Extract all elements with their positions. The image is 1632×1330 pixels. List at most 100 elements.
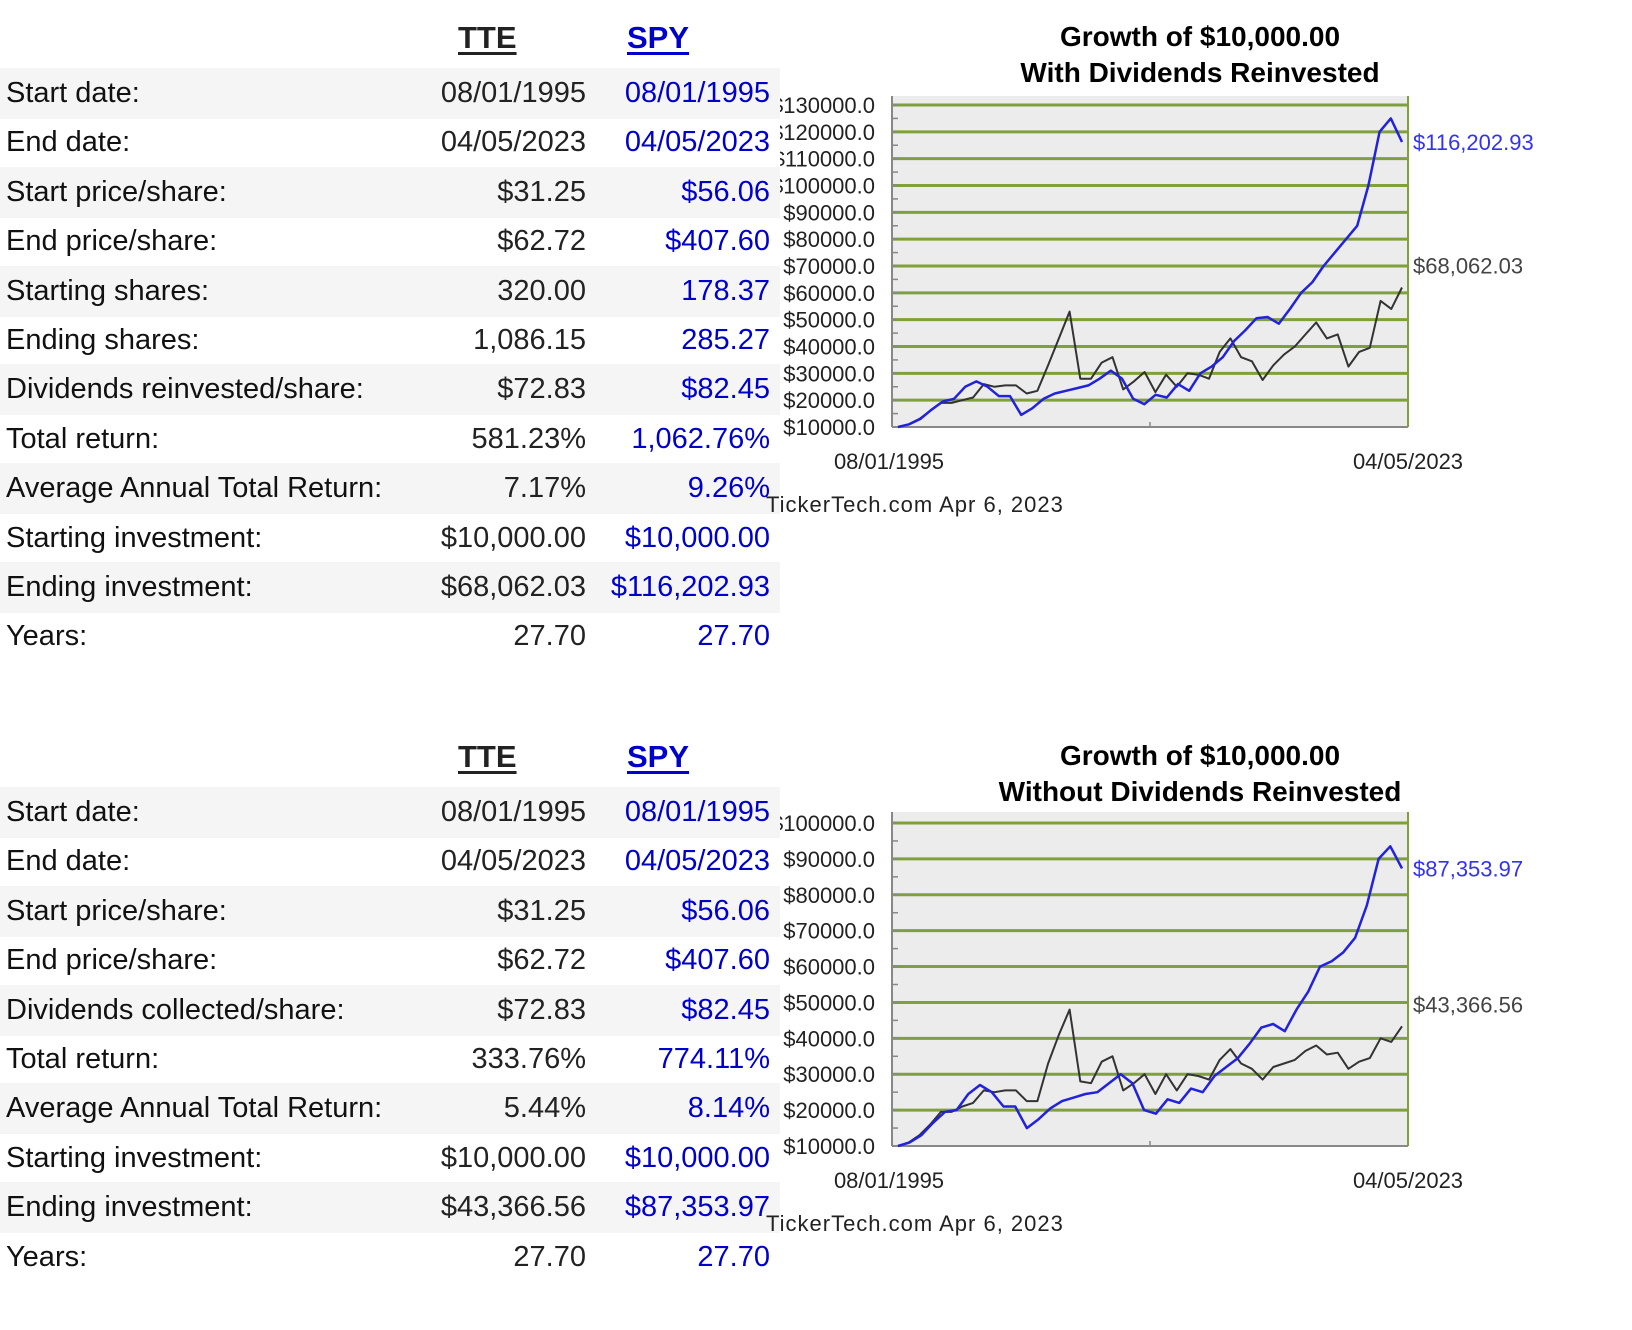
spy-value: 9.26% <box>687 472 770 505</box>
tte-value: $72.83 <box>497 373 586 406</box>
y-tick-label: $20000.0 <box>783 388 875 413</box>
table-row: Ending investment: $68,062.03 $116,202.93 <box>0 562 780 613</box>
series-line-spy <box>897 117 1404 429</box>
table-row: Ending shares: 1,086.15 285.27 <box>0 315 780 366</box>
spy-value: 08/01/1995 <box>624 796 770 828</box>
y-tick-label: $120000.0 <box>780 120 875 145</box>
table-row: End price/share: $62.72 $407.60 <box>0 216 780 267</box>
series-line-spy <box>897 845 1404 1148</box>
table-row: Dividends reinvested/share: $72.83 $82.45 <box>0 364 780 416</box>
y-tick-label: $80000.0 <box>783 883 875 908</box>
table-row: Starting investment: $10,000.00 $10,000.00 <box>0 1133 780 1184</box>
table-row: Starting investment: $10,000.00 $10,000.00 <box>0 513 780 564</box>
spy-value: $56.06 <box>681 175 770 208</box>
tte-column-header[interactable]: TTE <box>458 739 517 774</box>
x-tick-label: 08/01/1995 <box>834 1168 944 1193</box>
row-label: Start date: <box>6 77 140 109</box>
spy-value: $10,000.00 <box>624 521 770 554</box>
row-label: Starting shares: <box>6 274 210 307</box>
row-label: Ending investment: <box>6 1191 253 1224</box>
tte-value: 320.00 <box>497 274 586 307</box>
table-row: Starting shares: 320.00 178.37 <box>0 265 780 317</box>
chart-without-dividends: Growth of $10,000.00 Without Dividends R… <box>766 719 1632 1259</box>
row-label: Dividends collected/share: <box>6 993 345 1026</box>
tte-value: $10,000.00 <box>440 521 586 554</box>
tte-value: $10,000.00 <box>440 1141 586 1174</box>
row-label: Years: <box>6 620 88 653</box>
series-line-tte <box>897 287 1403 428</box>
row-label: End price/share: <box>6 225 218 258</box>
row-label: Start date: <box>6 796 140 828</box>
table-row: Years: 27.70 27.70 <box>0 611 780 662</box>
y-tick-label: $10000.0 <box>783 1134 875 1159</box>
tte-value: 27.70 <box>513 620 586 653</box>
chart-svg: $130000.0$120000.0$110000.0$100000.0$900… <box>780 93 1534 474</box>
end-value-label-tte: $68,062.03 <box>1413 253 1523 278</box>
spy-value: $116,202.93 <box>610 571 770 603</box>
x-tick-label: 04/05/2023 <box>1353 1168 1463 1193</box>
row-label: Average Annual Total Return: <box>6 1092 383 1125</box>
table-row: Start date: 08/01/1995 08/01/1995 <box>0 68 780 119</box>
y-tick-label: $130000.0 <box>780 93 875 118</box>
row-label: Years: <box>6 1240 88 1273</box>
tte-value: 581.23% <box>471 422 587 455</box>
row-label: Ending shares: <box>6 324 200 356</box>
tte-value: 1,086.15 <box>473 324 586 356</box>
tte-value: 04/05/2023 <box>440 126 586 159</box>
row-label: Total return: <box>6 422 160 455</box>
tte-column-header[interactable]: TTE <box>458 20 517 55</box>
y-tick-label: $80000.0 <box>783 227 875 252</box>
table-row: Years: 27.70 27.70 <box>0 1232 780 1283</box>
table-row: End date: 04/05/2023 04/05/2023 <box>0 117 780 168</box>
tte-value: $72.83 <box>497 993 586 1026</box>
tte-value: $43,366.56 <box>440 1191 586 1224</box>
y-tick-label: $60000.0 <box>783 955 875 980</box>
spy-value: $87,353.97 <box>624 1191 770 1224</box>
spy-column-header[interactable]: SPY <box>627 739 690 774</box>
table-row: End date: 04/05/2023 04/05/2023 <box>0 836 780 887</box>
row-label: End price/share: <box>6 944 218 977</box>
tte-value: 04/05/2023 <box>440 845 586 878</box>
end-value-label-tte: $43,366.56 <box>1413 992 1523 1017</box>
y-tick-label: $100000.0 <box>780 811 875 836</box>
y-tick-label: $40000.0 <box>783 335 875 360</box>
chart-subtitle: Without Dividends Reinvested <box>998 776 1402 807</box>
plot-area <box>892 96 1408 427</box>
tte-value: $62.72 <box>497 225 586 258</box>
row-label: End date: <box>6 845 131 878</box>
row-label: Start price/share: <box>6 894 227 927</box>
spy-value: 1,062.76% <box>631 422 770 455</box>
y-tick-label: $90000.0 <box>783 200 875 225</box>
table-row: Ending investment: $43,366.56 $87,353.97 <box>0 1182 780 1234</box>
chart-with-dividends: Growth of $10,000.00 With Dividends Rein… <box>766 0 1632 540</box>
chart-credit: TickerTech.com Apr 6, 2023 <box>766 492 1064 517</box>
y-tick-label: $90000.0 <box>783 847 875 872</box>
y-tick-label: $40000.0 <box>783 1026 875 1051</box>
y-tick-label: $30000.0 <box>783 361 875 386</box>
spy-value: 8.14% <box>687 1092 770 1125</box>
tte-value: $62.72 <box>497 944 586 977</box>
table-row: Start date: 08/01/1995 08/01/1995 <box>0 787 780 838</box>
chart-svg: $100000.0 $90000.0 $80000.0 $70000.0 $60000.… <box>780 811 1523 1193</box>
spy-column-header[interactable]: SPY <box>627 20 690 55</box>
spy-value: $56.06 <box>681 894 770 927</box>
spy-value: $10,000.00 <box>624 1141 770 1174</box>
tte-value: 08/01/1995 <box>440 77 586 109</box>
row-label: Starting investment: <box>6 521 263 554</box>
row-label: Average Annual Total Return: <box>6 472 383 505</box>
table-row: Start price/share: $31.25 $56.06 <box>0 885 780 937</box>
row-label: Dividends reinvested/share: <box>6 373 364 406</box>
chart-credit: TickerTech.com Apr 6, 2023 <box>766 1211 1064 1236</box>
y-tick-label: $70000.0 <box>783 254 875 279</box>
x-tick-label: 08/01/1995 <box>834 449 944 474</box>
tte-value: 27.70 <box>513 1240 586 1273</box>
y-tick-label: $100000.0 <box>780 174 875 199</box>
tte-value: 333.76% <box>471 1043 587 1075</box>
spy-value: 08/01/1995 <box>624 77 770 109</box>
table-row: Dividends collected/share: $72.83 $82.45 <box>0 984 780 1036</box>
y-tick-label: $70000.0 <box>783 919 875 944</box>
spy-value: 04/05/2023 <box>624 845 770 878</box>
spy-value: 285.27 <box>681 324 770 356</box>
tte-value: 7.17% <box>503 472 586 505</box>
end-value-label-spy: $87,353.97 <box>1413 856 1523 881</box>
